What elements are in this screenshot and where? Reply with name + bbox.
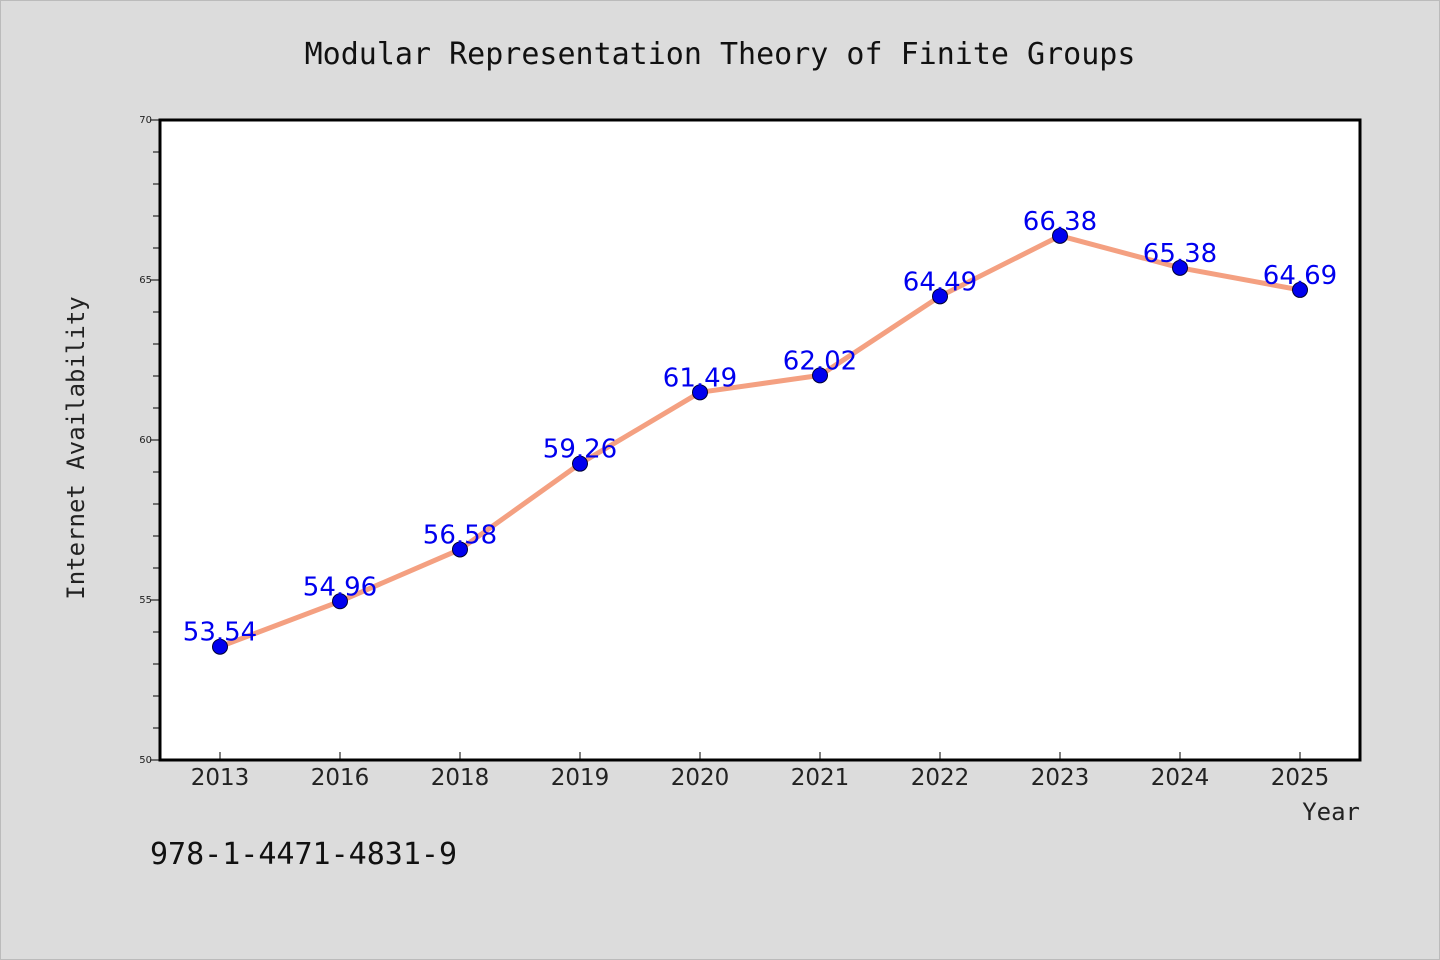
data-label: 64.49 [903,267,977,297]
data-point [572,455,588,472]
data-label: 62.02 [783,346,857,376]
data-label: 56.58 [423,520,497,550]
data-point [692,384,708,401]
chart-title: Modular Representation Theory of Finite … [305,37,1136,72]
x-tick-label: 2018 [431,765,490,791]
plot-area [158,118,1362,762]
x-tick-label: 2022 [911,765,970,791]
data-points [212,227,1308,655]
data-label: 54.96 [303,572,377,602]
data-point [932,288,948,305]
x-tick-label: 2019 [551,765,610,791]
x-tick-label: 2023 [1031,765,1090,791]
data-point [812,367,828,384]
x-tick-label: 2021 [791,765,850,791]
data-point [1172,259,1188,276]
data-point [332,593,348,610]
data-label: 53.54 [183,618,257,648]
y-axis-label: Internet Availability [62,296,90,599]
x-tick-label: 2024 [1151,765,1210,791]
x-tick-label: 2020 [671,765,730,791]
y-tick-label: 60 [139,435,152,446]
series-line [217,233,1303,650]
x-tick-label: 2013 [191,765,250,791]
y-tick-label: 50 [139,755,152,766]
data-point [1292,281,1308,298]
y-tick-label: 70 [139,115,152,126]
data-label: 64.69 [1263,261,1337,291]
y-tick-label: 65 [139,275,152,286]
x-axis-label: Year [1302,798,1360,826]
x-tick-label: 2025 [1271,765,1330,791]
data-label: 59.26 [543,435,617,465]
x-axis: 2013 2016 2018 2019 2020 2021 2022 2023 2024 2025 [191,752,1330,791]
data-label: 61.49 [663,363,737,393]
data-label: 65.38 [1143,239,1217,269]
y-axis: 50 55 60 65 70 [139,115,160,766]
y-tick-label: 55 [139,595,152,606]
data-point [452,541,468,558]
x-tick-label: 2016 [311,765,370,791]
data-labels: 53.54 54.96 56.58 59.26 61.49 62.02 64.49 66.38… [183,207,1337,648]
data-point [1052,227,1068,244]
isbn-text: 978-1-4471-4831-9 [150,837,457,872]
data-point [212,638,228,655]
data-label: 66.38 [1023,207,1097,237]
